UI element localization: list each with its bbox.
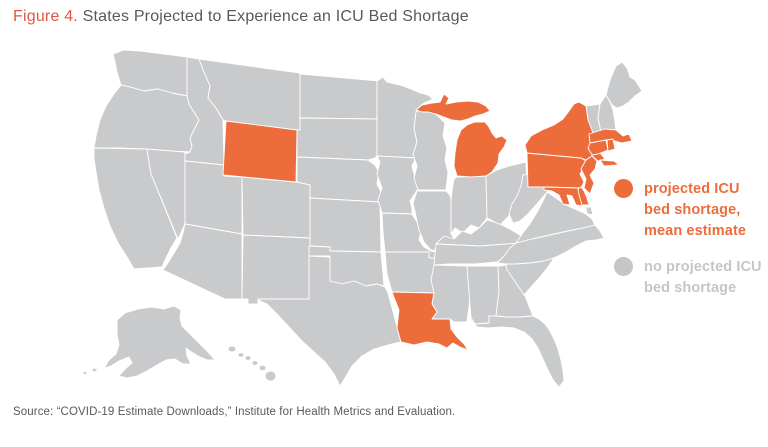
state-WY — [222, 120, 298, 183]
figure-label: Figure 4. — [13, 8, 78, 25]
state-NC — [496, 224, 605, 265]
shortage-dot-icon — [614, 179, 633, 198]
state-HI — [227, 345, 277, 382]
state-DE — [577, 186, 590, 206]
state-IA — [376, 155, 419, 215]
legend-label-no-shortage: no projected ICU bed shortage — [644, 259, 762, 296]
state-CO — [241, 176, 311, 239]
state-WI — [412, 107, 449, 191]
state-LA — [391, 291, 469, 351]
state-KS — [309, 197, 382, 253]
state-MI — [415, 93, 508, 178]
state-NV — [146, 148, 186, 240]
state-NM — [241, 234, 311, 305]
state-SD — [296, 117, 383, 161]
legend-label-shortage: projected ICU bed shortage, mean estimat… — [644, 181, 747, 239]
state-IN — [450, 175, 488, 235]
state-ME — [605, 61, 643, 109]
no-shortage-dot-icon — [614, 257, 633, 276]
state-NE — [296, 156, 383, 203]
state-TX — [257, 255, 402, 387]
state-OR — [93, 84, 200, 153]
state-ND — [299, 73, 381, 120]
state-CT — [587, 139, 609, 156]
state-MS — [430, 264, 472, 323]
legend-item-shortage: projected ICU bed shortage, mean estimat… — [614, 179, 764, 242]
source-note: Source: “COVID-19 Estimate Downloads,” I… — [13, 406, 456, 418]
figure-title: Figure 4. States Projected to Experience… — [13, 8, 469, 26]
figure-title-text: States Projected to Experience an ICU Be… — [82, 8, 469, 25]
state-TN — [433, 242, 520, 266]
state-AK — [82, 305, 216, 379]
state-SC — [505, 257, 555, 296]
state-AR — [384, 251, 440, 294]
legend-item-no-shortage: no projected ICU bed shortage — [614, 257, 764, 299]
state-RI — [606, 138, 616, 152]
state-AZ — [162, 223, 243, 300]
state-PA — [526, 152, 587, 189]
state-FL — [470, 315, 565, 388]
state-NJ — [580, 155, 598, 195]
state-AL — [466, 265, 500, 325]
us-map — [82, 49, 643, 388]
